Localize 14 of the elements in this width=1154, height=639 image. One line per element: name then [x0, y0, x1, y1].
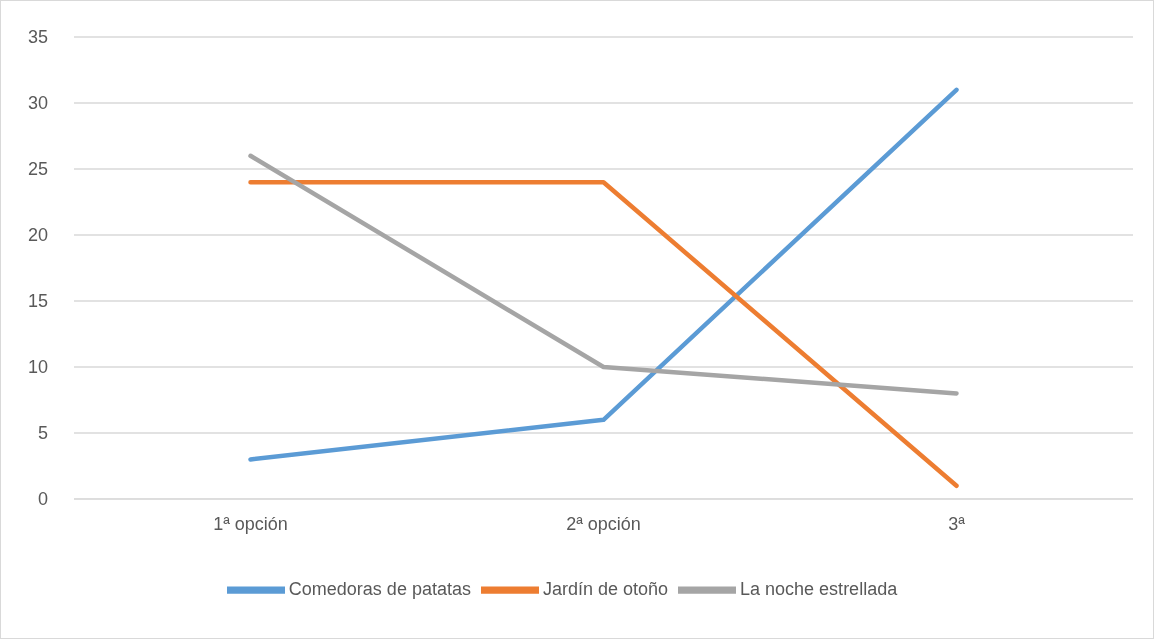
x-tick-label: 3ª — [948, 513, 966, 534]
legend-label: Comedoras de patatas — [288, 578, 471, 599]
y-tick-label: 25 — [27, 159, 48, 180]
y-tick-label: 35 — [27, 27, 48, 48]
y-tick-label: 5 — [37, 423, 48, 444]
y-tick-label: 10 — [27, 357, 48, 378]
x-tick-label: 1ª opción — [213, 513, 288, 534]
y-tick-label: 30 — [27, 93, 48, 114]
legend-label: La noche estrellada — [740, 578, 898, 599]
x-tick-label: 2ª opción — [566, 513, 641, 534]
y-tick-label: 15 — [27, 291, 48, 312]
y-tick-label: 0 — [37, 489, 48, 510]
legend-label: Jardín de otoño — [542, 578, 669, 599]
y-tick-label: 20 — [27, 225, 48, 246]
